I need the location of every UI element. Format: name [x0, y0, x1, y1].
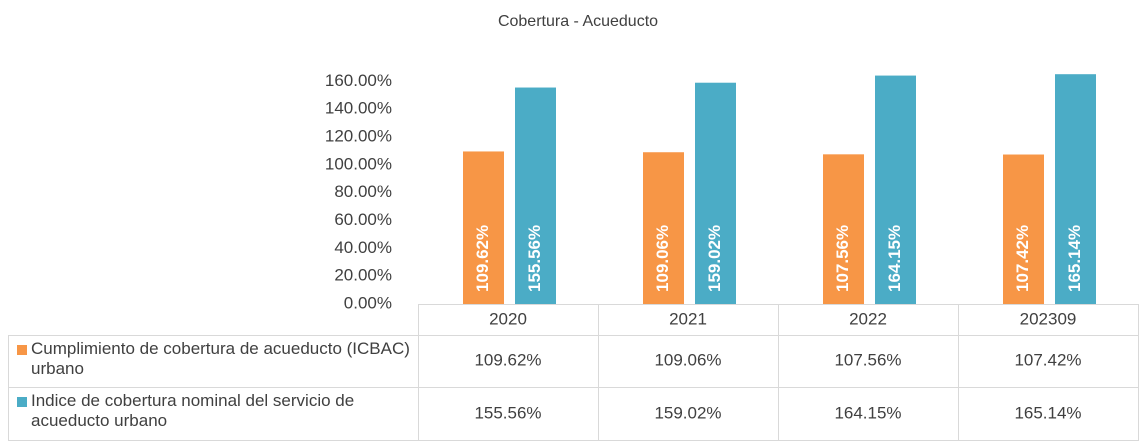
y-tick-label: 100.00% — [325, 154, 392, 173]
y-tick-label: 120.00% — [325, 126, 392, 145]
data-label: 164.15% — [885, 225, 904, 292]
bar — [695, 82, 736, 304]
table-cell: 159.02% — [654, 403, 721, 422]
legend-swatch — [17, 345, 27, 355]
data-label: 165.14% — [1065, 225, 1084, 292]
x-tick-label: 2020 — [489, 309, 527, 328]
table-cell: 107.42% — [1014, 350, 1081, 369]
bar — [1003, 154, 1044, 304]
table-cell: 109.62% — [474, 350, 541, 369]
bar — [823, 154, 864, 304]
x-tick-label: 202309 — [1020, 309, 1077, 328]
table-cell: 155.56% — [474, 403, 541, 422]
y-tick-label: 0.00% — [344, 293, 392, 312]
data-label: 109.62% — [473, 225, 492, 292]
legend-cell: Cumplimiento de cobertura de acueducto (… — [31, 339, 410, 378]
y-tick-label: 40.00% — [334, 238, 392, 257]
x-tick-label: 2022 — [849, 309, 887, 328]
data-label: 107.56% — [833, 225, 852, 292]
y-tick-label: 20.00% — [334, 266, 392, 285]
bar — [643, 152, 684, 304]
data-label: 107.42% — [1013, 225, 1032, 292]
legend-label: Indice de cobertura nominal del servicio… — [31, 391, 355, 430]
data-label: 109.06% — [653, 225, 672, 292]
table-cell: 107.56% — [834, 350, 901, 369]
x-tick-label: 2021 — [669, 309, 707, 328]
legend-swatch — [17, 397, 27, 407]
y-tick-label: 160.00% — [325, 71, 392, 90]
data-label: 155.56% — [525, 225, 544, 292]
y-tick-label: 140.00% — [325, 99, 392, 118]
bar — [1055, 74, 1096, 304]
table-cell: 109.06% — [654, 350, 721, 369]
legend-label: Cumplimiento de cobertura de acueducto (… — [31, 339, 410, 378]
data-label: 159.02% — [705, 225, 724, 292]
bar — [515, 87, 556, 304]
table-cell: 165.14% — [1014, 403, 1081, 422]
table-cell: 164.15% — [834, 403, 901, 422]
bar — [875, 75, 916, 304]
legend-cell: Indice de cobertura nominal del servicio… — [31, 391, 355, 430]
y-tick-label: 60.00% — [334, 210, 392, 229]
chart-title: Cobertura - Acueducto — [498, 13, 658, 30]
bar — [463, 151, 504, 304]
y-tick-label: 80.00% — [334, 182, 392, 201]
